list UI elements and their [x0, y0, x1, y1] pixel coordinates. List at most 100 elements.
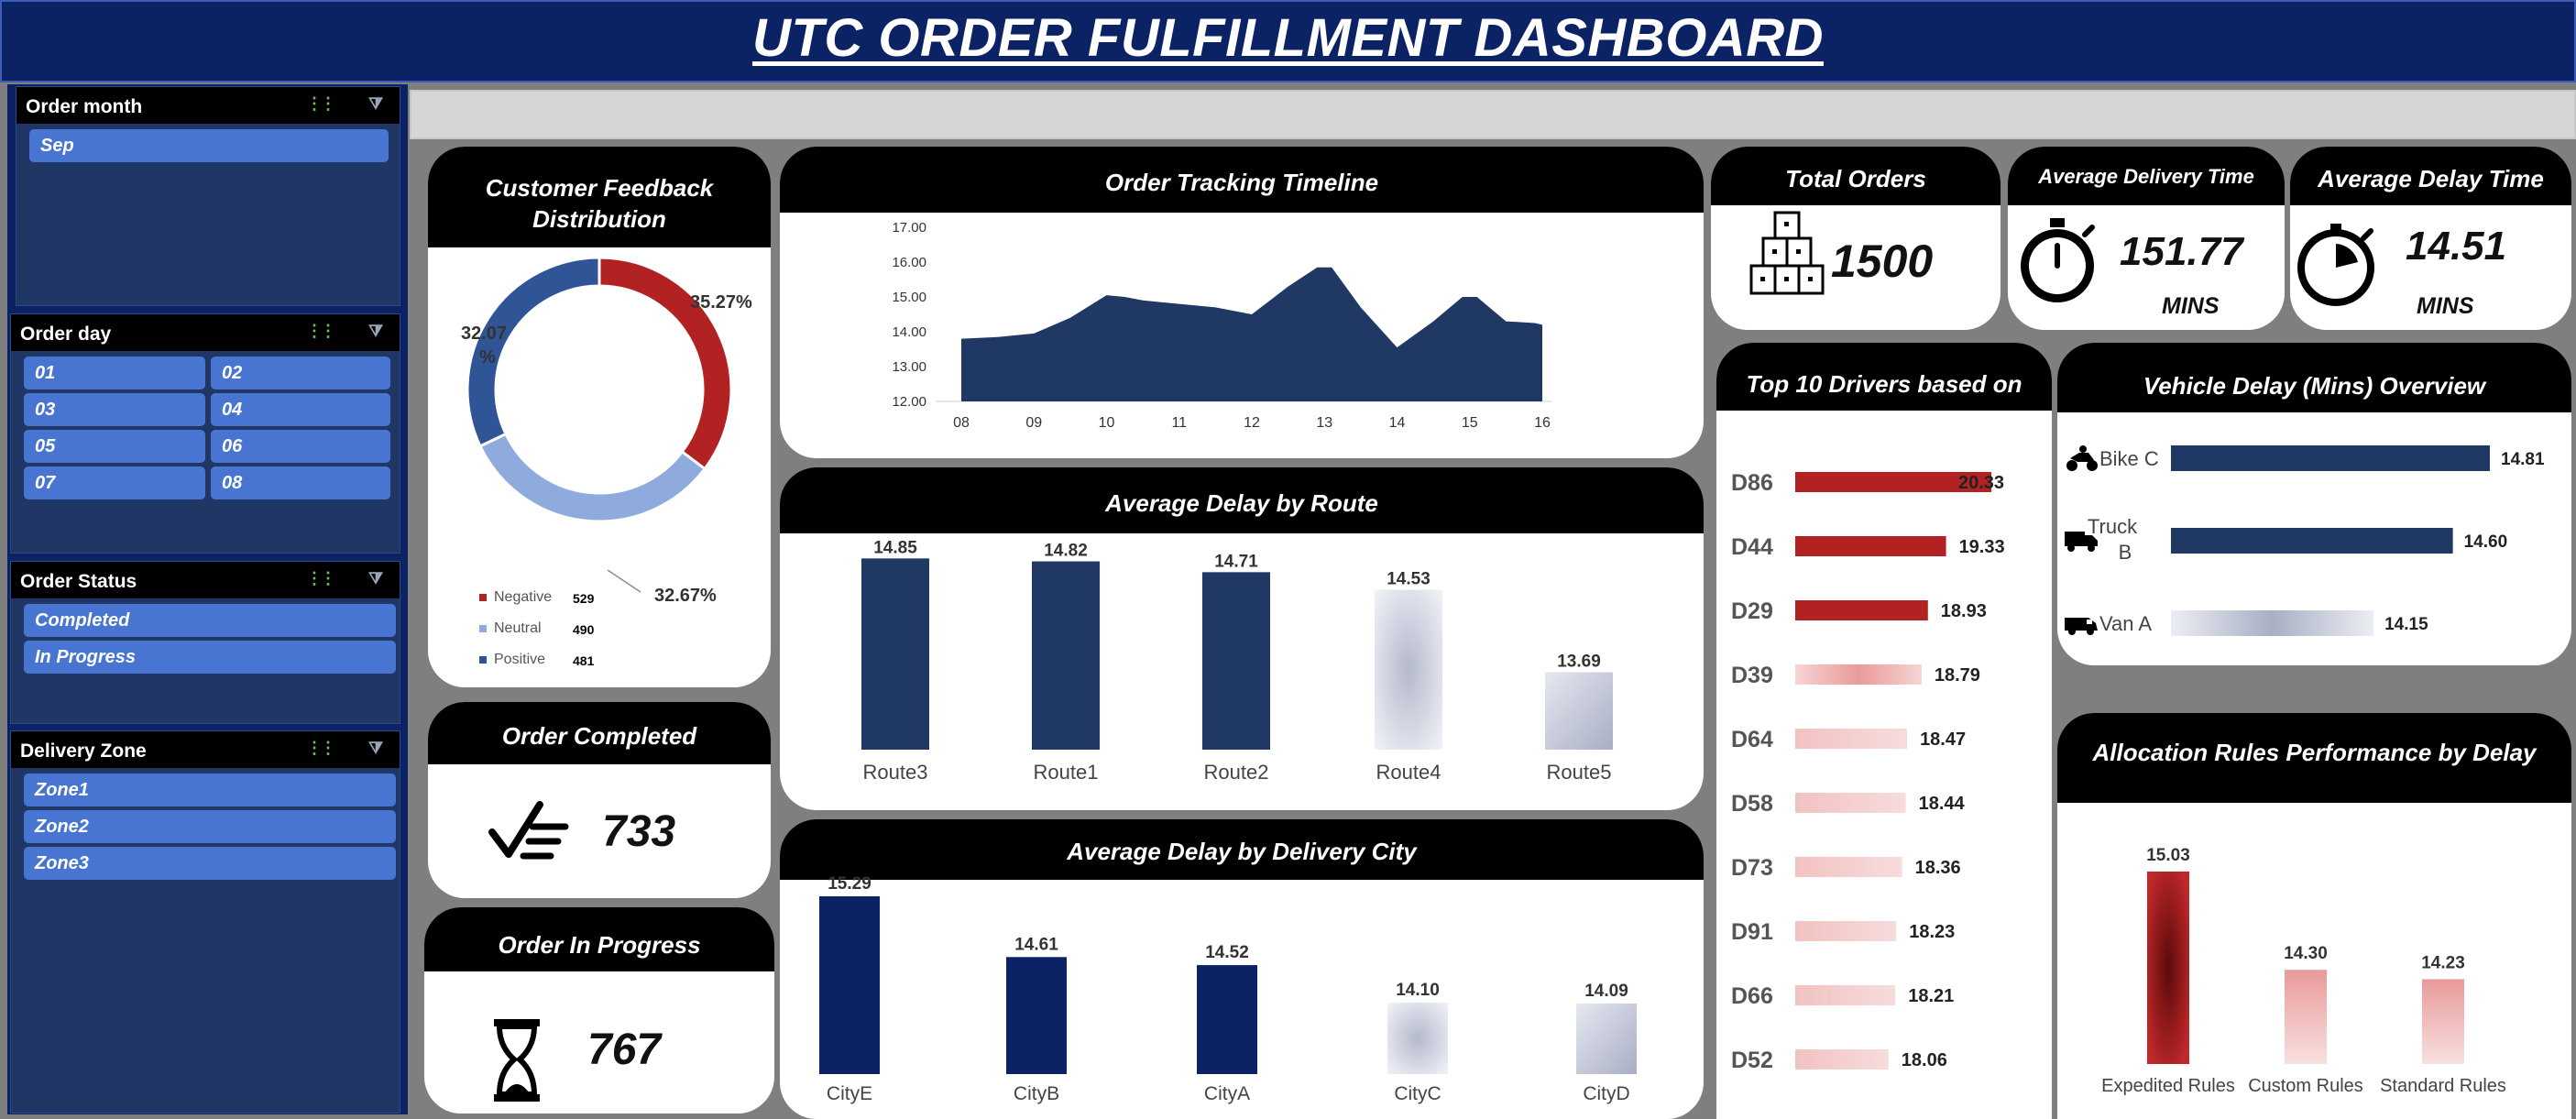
bar-data-label: 14.52: [1205, 943, 1249, 962]
bar-d64: [1795, 729, 1908, 749]
city-bar-chart: 15.29 CityE 14.61 CityB 14.52 CityA 14.10 CityC…: [819, 874, 1637, 1104]
x-tick-label: Route4: [1376, 761, 1441, 784]
y-tick-label: D39: [1731, 663, 1773, 688]
y-tick-label: 12.00: [892, 394, 926, 410]
bar-data-label: 18.93: [1941, 601, 1987, 621]
allocation-bar-chart: 15.03 Expedited Rules 14.30 Custom Rules 14.…: [2101, 846, 2506, 1096]
legend-label: Positive: [494, 652, 545, 667]
avg-delivery-time-value: 151.77: [2120, 229, 2243, 274]
slicer-item-zone1[interactable]: Zone1: [24, 773, 396, 806]
bar-d86: [1795, 472, 1991, 492]
y-tick-label: D29: [1731, 598, 1773, 624]
bar-d29: [1795, 600, 1928, 620]
bar-d58: [1795, 793, 1906, 813]
x-tick-label: CityE: [827, 1083, 872, 1104]
multi-select-icon[interactable]: ⋮⋮: [306, 739, 336, 757]
bar-cityd: [1576, 1003, 1637, 1074]
bar-data-label: 14.61: [1014, 935, 1058, 954]
avg-delivery-time-card: Average Delivery Time 151.77 MINS: [2008, 147, 2285, 330]
feedback-donut-chart: 35.27% 32.67% 32.07% Negative 529 Neutral 490 P…: [461, 256, 752, 668]
clear-filter-icon[interactable]: ⧩: [367, 739, 383, 757]
x-tick-label: 14: [1389, 415, 1406, 431]
donut-slice-negative: [597, 256, 733, 471]
legend-label: Neutral: [494, 620, 542, 636]
bar-truck-b: [2171, 528, 2453, 554]
card-title: Customer Feedback Distribution: [428, 147, 771, 247]
multi-select-icon[interactable]: ⋮⋮: [306, 94, 336, 113]
slicer-header: Delivery Zone ⋮⋮ ⧩: [11, 731, 400, 768]
bar-data-label: 13.69: [1557, 652, 1601, 671]
x-tick-label: Route2: [1204, 761, 1269, 784]
slicer-item-day-03[interactable]: 03: [24, 393, 205, 426]
van-icon: [2065, 618, 2098, 635]
bar-data-label: 14.71: [1214, 552, 1258, 571]
slicer-item-day-08[interactable]: 08: [211, 466, 390, 499]
x-tick-label: Route1: [1034, 761, 1099, 784]
bar-data-label: 18.47: [1920, 730, 1966, 750]
y-tick-label: B: [2119, 541, 2132, 564]
city-card: Average Delay by Delivery City 15.29 City…: [780, 819, 1704, 1119]
bar-data-label: 15.03: [2146, 846, 2190, 865]
bar-van-a: [2171, 610, 2374, 636]
timeline-area-chart: 12.00 13.00 14.00 15.00 16.00 17.00 08 09 10 11 12…: [892, 220, 1551, 431]
legend-swatch-neutral: [479, 625, 487, 632]
title-bar: UTC ORDER FULFILLMENT DASHBOARD: [0, 0, 2576, 82]
bar-data-label: 14.85: [873, 538, 917, 557]
bar-d44: [1795, 536, 1946, 556]
bar-citya: [1197, 965, 1257, 1074]
multi-select-icon[interactable]: ⋮⋮: [306, 569, 336, 587]
avg-delay-time-value: 14.51: [2406, 224, 2507, 269]
y-tick-label: D44: [1731, 534, 1773, 560]
slicer-order-day: Order day ⋮⋮ ⧩ 01 02 03 04 05 06 07 08: [10, 313, 400, 554]
slicer-order-status: Order Status ⋮⋮ ⧩ Completed In Progress: [10, 561, 400, 724]
slicer-item-day-04[interactable]: 04: [211, 393, 390, 426]
y-tick-label: 14.00: [892, 324, 926, 340]
slicer-item-day-02[interactable]: 02: [211, 357, 390, 389]
clear-filter-icon[interactable]: ⧩: [367, 94, 383, 113]
bar-standard-rules: [2422, 979, 2464, 1064]
bar-data-label: 15.29: [828, 874, 871, 894]
bar-route3: [861, 558, 929, 750]
order-completed-card: Order Completed 733: [428, 702, 771, 898]
clear-filter-icon[interactable]: ⧩: [367, 322, 383, 340]
bar-d91: [1795, 921, 1897, 941]
slicer-item-day-07[interactable]: 07: [24, 466, 205, 499]
y-tick-label: D86: [1731, 470, 1773, 496]
card-title: Total Orders: [1711, 147, 2001, 205]
vehicle-card: Vehicle Delay (Mins) Overview 14.81 14.60…: [2057, 343, 2571, 665]
bar-data-label: 14.10: [1396, 981, 1440, 1000]
x-tick-label: CityC: [1394, 1083, 1441, 1104]
slicer-item-zone2[interactable]: Zone2: [24, 810, 396, 843]
bar-data-label: 18.23: [1909, 922, 1955, 942]
route-card: Average Delay by Route 14.85 Route3 14.82 R…: [780, 467, 1704, 810]
bar-custom-rules: [2285, 970, 2327, 1064]
truck-icon: [2065, 532, 2098, 552]
slicer-item-zone3[interactable]: Zone3: [24, 847, 396, 880]
boxes-icon: [1749, 211, 1825, 295]
total-orders-value: 1500: [1831, 236, 1934, 287]
x-tick-label: 16: [1534, 415, 1551, 431]
bar-data-label: 14.23: [2421, 953, 2465, 972]
legend-label: Negative: [494, 589, 552, 605]
multi-select-icon[interactable]: ⋮⋮: [306, 322, 336, 340]
slicer-item-completed[interactable]: Completed: [24, 604, 396, 637]
x-tick-label: CityA: [1204, 1083, 1250, 1104]
slicer-item-day-01[interactable]: 01: [24, 357, 205, 389]
y-tick-label: 16.00: [892, 255, 926, 270]
bar-data-label: 18.79: [1935, 665, 1980, 686]
x-tick-label: Standard Rules: [2380, 1076, 2506, 1096]
bar-d52: [1795, 1049, 1889, 1070]
clear-filter-icon[interactable]: ⧩: [367, 569, 383, 587]
card-title: Top 10 Drivers based on: [1716, 343, 2052, 411]
slicer-title: Order day: [20, 324, 112, 345]
slicer-item-day-06[interactable]: 06: [211, 430, 390, 463]
slicer-item-sep[interactable]: Sep: [29, 129, 389, 162]
y-tick-label: Van A: [2099, 612, 2152, 635]
route-bar-chart: 14.85 Route3 14.82 Route1 14.71 Route2 14.53 Ro…: [861, 538, 1613, 784]
donut-slice-neutral: [477, 432, 707, 523]
x-tick-label: 08: [953, 415, 970, 431]
slicer-item-day-05[interactable]: 05: [24, 430, 205, 463]
x-tick-label: 12: [1244, 415, 1260, 431]
bar-expedited-rules: [2147, 872, 2189, 1064]
slicer-item-in-progress[interactable]: In Progress: [24, 641, 396, 674]
